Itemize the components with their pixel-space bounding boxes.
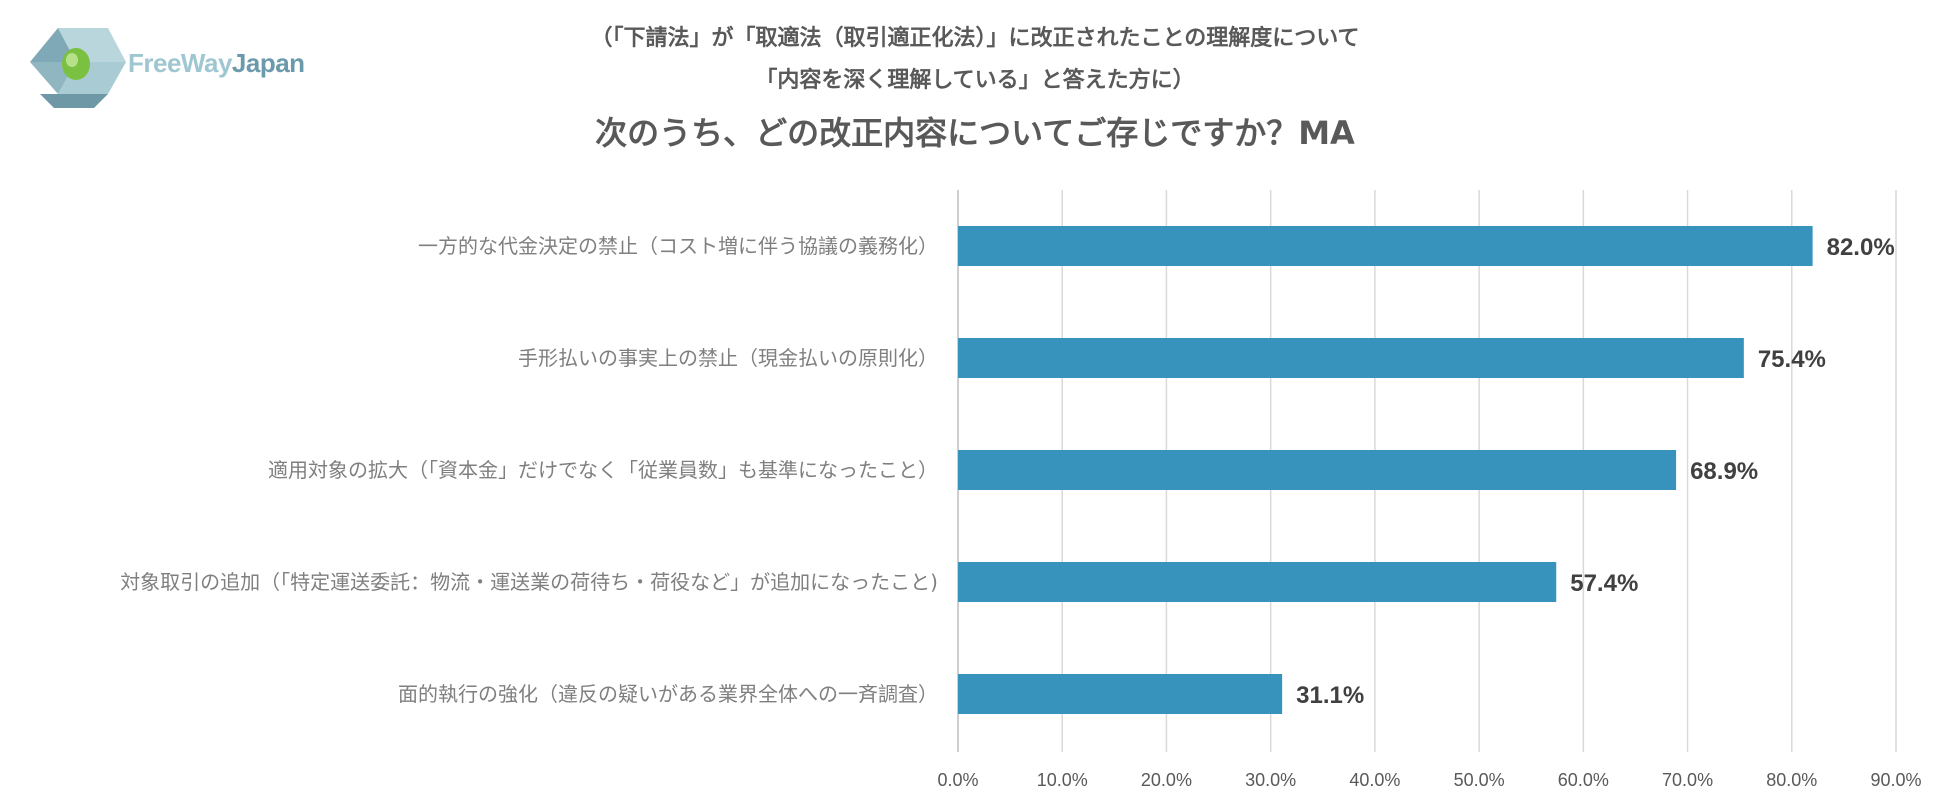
bar <box>958 674 1283 714</box>
bar <box>958 450 1677 490</box>
data-label: 82.0% <box>1827 234 1895 261</box>
data-label: 75.4% <box>1758 346 1826 373</box>
chart-title-line2: 「内容を深く理解している」と答えた方に） <box>755 68 1195 93</box>
chart-title-line1: （「下請法」が「取適法（取引適正化法）」に改正されたことの理解度について <box>590 26 1360 51</box>
x-tick-label: 50.0% <box>1454 770 1505 790</box>
x-tick-label: 60.0% <box>1558 770 1609 790</box>
category-label: 対象取引の追加（「特定運送委託：物流・運送業の荷待ち・荷役など」が追加になったこ… <box>120 570 938 594</box>
logo-mark-icon <box>30 28 126 108</box>
x-tick-label: 40.0% <box>1349 770 1400 790</box>
x-tick-label: 90.0% <box>1870 770 1921 790</box>
data-label: 31.1% <box>1296 682 1364 709</box>
category-label: 面的執行の強化（違反の疑いがある業界全体への一斉調査） <box>398 682 938 706</box>
logo-text-free: FreeWay <box>128 48 232 78</box>
data-label: 57.4% <box>1570 570 1638 597</box>
category-label: 一方的な代金決定の禁止（コスト増に伴う協議の義務化） <box>418 234 938 258</box>
x-tick-label: 10.0% <box>1037 770 1088 790</box>
chart-title-main: 次のうち、どの改正内容についてご存じですか？MA <box>595 114 1355 152</box>
bar <box>958 226 1813 266</box>
x-tick-label: 80.0% <box>1766 770 1817 790</box>
x-tick-label: 0.0% <box>937 770 978 790</box>
x-tick-label: 20.0% <box>1141 770 1192 790</box>
bar <box>958 338 1744 378</box>
category-label: 手形払いの事実上の禁止（現金払いの原則化） <box>518 346 938 370</box>
logo <box>30 28 330 108</box>
logo-text-japan: Japan <box>231 48 305 78</box>
x-tick-label: 30.0% <box>1245 770 1296 790</box>
data-label: 68.9% <box>1690 458 1758 485</box>
x-tick-label: 70.0% <box>1662 770 1713 790</box>
bar <box>958 562 1557 602</box>
logo-text: FreeWayJapan <box>128 48 305 79</box>
category-label: 適用対象の拡大（「資本金」だけでなく「従業員数」も基準になったこと） <box>268 458 938 482</box>
